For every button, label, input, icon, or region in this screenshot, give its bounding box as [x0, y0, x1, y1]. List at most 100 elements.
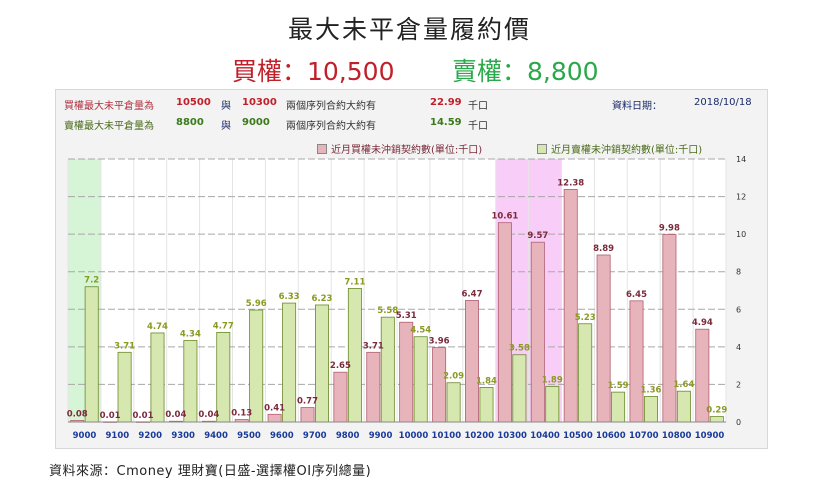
x-tick-label: 10700 — [629, 431, 659, 441]
data-label-put-9000: 7.2 — [84, 276, 99, 286]
x-tick-label: 9100 — [106, 431, 130, 441]
x-tick-label: 10500 — [563, 431, 593, 441]
put-info-row: 賣權最大未平倉量為 8800 與 9000 兩個序列合約大約有 14.59 千口 — [64, 117, 764, 132]
data-label-put-10500: 5.23 — [575, 313, 596, 323]
put-desc: 兩個序列合約大約有 — [286, 121, 376, 132]
call-info-label: 買權最大未平倉量為 — [64, 101, 154, 112]
put-strike-a: 8800 — [176, 117, 204, 128]
data-label-put-10200: 1.84 — [476, 376, 497, 386]
y-tick-label: 8 — [736, 268, 741, 277]
bar-put-9500 — [249, 309, 264, 423]
y-tick-label: 4 — [736, 343, 741, 352]
date-label: 資料日期： — [612, 101, 662, 112]
bar-call-10300 — [497, 222, 512, 423]
put-unit: 千口 — [468, 121, 488, 132]
x-tick-label: 10100 — [432, 431, 462, 441]
bar-put-10300 — [512, 354, 527, 423]
legend-put-swatch — [537, 144, 547, 154]
x-tick-label: 10200 — [464, 431, 494, 441]
bar-call-9600 — [267, 413, 282, 423]
data-label-put-10000: 4.54 — [410, 326, 431, 336]
legend-call-label: 近月買權未沖銷契約數(單位:千口) — [331, 145, 483, 156]
x-tick-label: 10300 — [497, 431, 527, 441]
y-tick-label: 14 — [736, 155, 746, 164]
data-label-put-9600: 6.33 — [279, 292, 300, 302]
data-label-put-9500: 5.96 — [246, 299, 267, 309]
data-label-put-9100: 3.71 — [114, 341, 135, 351]
call-unit: 千口 — [468, 101, 488, 112]
call-strike-b: 10300 — [242, 97, 277, 108]
call-and: 與 — [221, 101, 231, 112]
x-tick-label: 10400 — [530, 431, 560, 441]
data-label-put-9900: 5.58 — [377, 306, 398, 316]
bar-put-10900 — [709, 416, 724, 423]
data-label-call-9000: 0.08 — [67, 409, 88, 419]
put-strike-b: 9000 — [242, 117, 270, 128]
bar-call-10600 — [596, 254, 611, 423]
bar-call-10400 — [530, 241, 545, 423]
x-tick-label: 10600 — [596, 431, 626, 441]
bar-put-9900 — [380, 316, 395, 423]
date-value: 2018/10/18 — [694, 97, 752, 108]
source-note: 資料來源：Cmoney 理財寶(日盛-選擇權OI序列總量) — [49, 464, 372, 479]
x-tick-label: 9200 — [138, 431, 162, 441]
bar-call-10700 — [629, 300, 644, 423]
bar-call-10000 — [399, 321, 414, 423]
call-strike-a: 10500 — [176, 97, 211, 108]
put-info-label: 賣權最大未平倉量為 — [64, 121, 154, 132]
legend-put: 近月賣權未沖銷契約數(單位:千口) — [537, 141, 702, 156]
data-label-call-10400: 9.57 — [527, 231, 548, 241]
data-label-put-9700: 6.23 — [311, 294, 332, 304]
y-tick-label: 2 — [736, 380, 741, 389]
data-label-call-9400: 0.04 — [198, 410, 219, 420]
data-label-call-10600: 8.89 — [593, 244, 614, 254]
data-label-put-10300: 3.58 — [509, 344, 530, 354]
x-tick-label: 9900 — [369, 431, 393, 441]
bar-put-9400 — [216, 331, 231, 423]
data-label-put-9400: 4.77 — [213, 321, 234, 331]
data-label-call-10800: 9.98 — [659, 224, 680, 234]
bar-put-9000 — [84, 286, 99, 423]
legend-call: 近月買權未沖銷契約數(單位:千口) — [317, 141, 482, 156]
data-label-call-10900: 4.94 — [692, 318, 713, 328]
x-tick-label: 9000 — [73, 431, 97, 441]
x-tick-label: 9500 — [237, 431, 261, 441]
bar-call-10100 — [432, 347, 447, 423]
legend-call-swatch — [317, 144, 327, 154]
put-summary: 賣權：8,800 — [452, 57, 599, 86]
x-tick-label: 10000 — [399, 431, 429, 441]
data-label-call-9900: 3.71 — [363, 341, 384, 351]
bar-call-10500 — [563, 189, 578, 423]
x-tick-label: 10800 — [662, 431, 692, 441]
bar-put-10000 — [413, 336, 428, 423]
data-label-call-9600: 0.41 — [264, 403, 285, 413]
y-tick-label: 0 — [736, 418, 741, 427]
put-total-value: 14.59 — [430, 117, 462, 128]
data-label-call-9300: 0.04 — [165, 410, 186, 420]
bar-put-9800 — [347, 288, 362, 423]
data-label-call-9500: 0.13 — [231, 409, 252, 419]
bar-put-9200 — [150, 332, 165, 423]
bar-call-9900 — [366, 351, 381, 423]
data-label-call-10300: 10.61 — [491, 212, 518, 222]
bar-put-10500 — [578, 323, 593, 423]
data-label-put-9800: 7.11 — [344, 277, 365, 287]
data-label-put-10700: 1.36 — [640, 385, 661, 395]
y-tick-label: 12 — [736, 193, 746, 202]
data-label-put-9200: 4.74 — [147, 322, 168, 332]
data-label-put-10900: 0.29 — [706, 406, 727, 416]
call-summary: 買權：10,500 — [232, 57, 395, 86]
call-total-value: 22.99 — [430, 97, 462, 108]
x-tick-label: 9800 — [336, 431, 360, 441]
chart-title: 最大未平倉量履約價 — [287, 15, 531, 44]
y-tick-label: 10 — [736, 230, 746, 239]
bar-call-9800 — [333, 371, 348, 423]
call-info-row: 買權最大未平倉量為 10500 與 10300 兩個序列合約大約有 22.99 … — [64, 97, 764, 112]
data-label-put-10600: 1.59 — [608, 381, 629, 391]
y-tick-label: 6 — [736, 305, 741, 314]
bar-call-10800 — [662, 234, 677, 423]
call-desc: 兩個序列合約大約有 — [286, 101, 376, 112]
data-label-call-9700: 0.77 — [297, 397, 318, 407]
data-label-put-10100: 2.09 — [443, 372, 464, 382]
